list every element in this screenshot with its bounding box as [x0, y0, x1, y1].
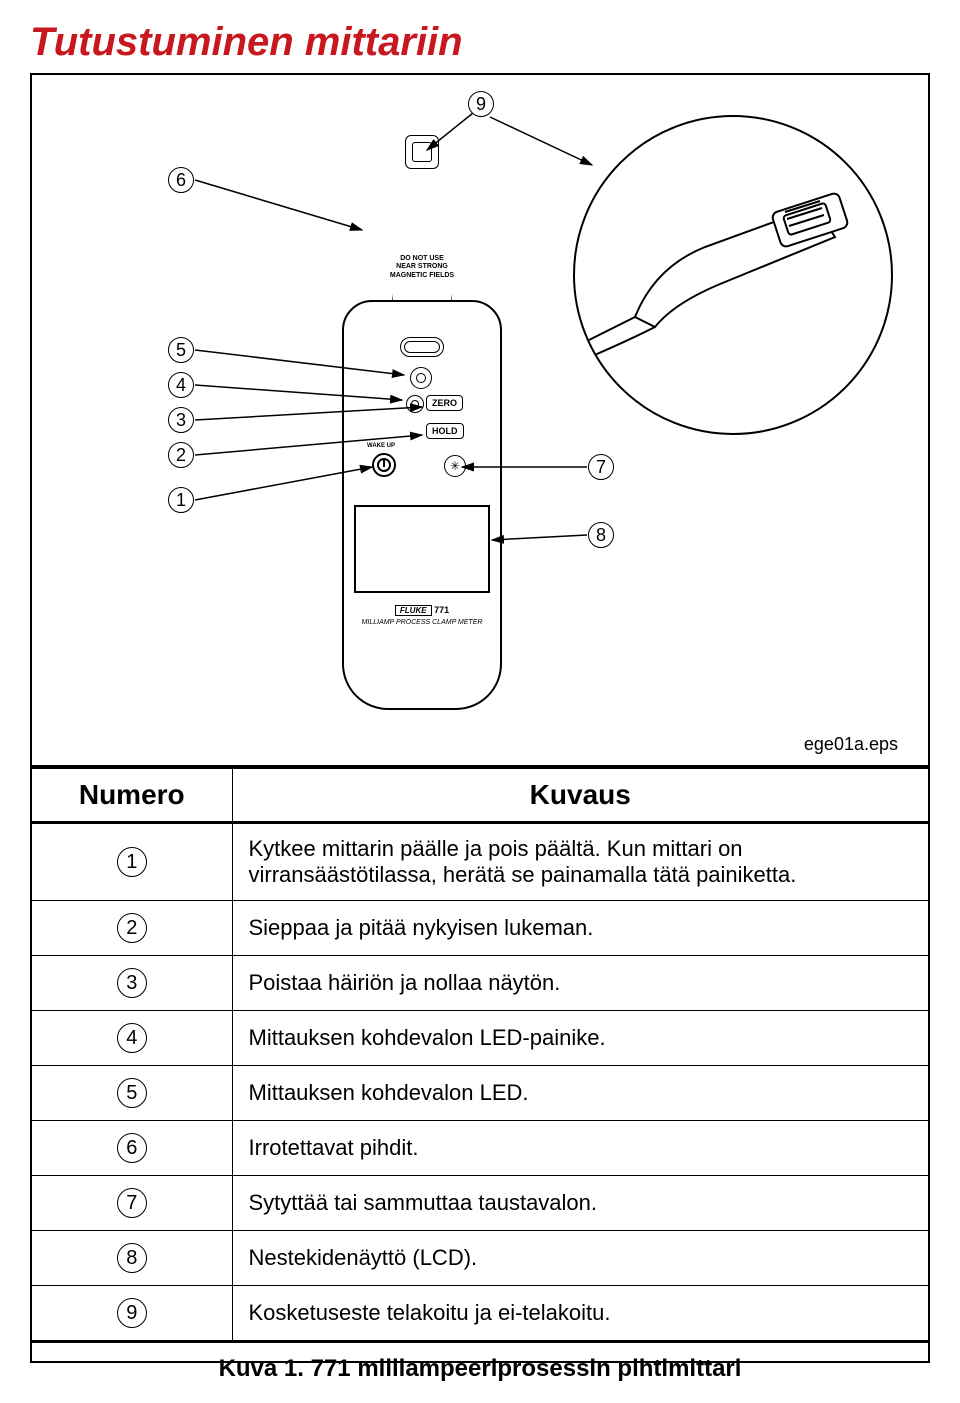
warning-text: DO NOT USE NEAR STRONG MAGNETIC FIELDS: [390, 255, 454, 280]
detail-inset: [573, 115, 893, 435]
row-number: 4: [117, 1023, 147, 1053]
wakeup-label: WAKE UP: [367, 443, 395, 449]
brand-name: FLUKE: [395, 605, 432, 616]
row-description: Poistaa häiriön ja nollaa näytön.: [232, 956, 928, 1011]
table-row: 7 Sytyttää tai sammuttaa taustavalon.: [32, 1176, 928, 1231]
row-number: 9: [117, 1298, 147, 1328]
row-description: Sytyttää tai sammuttaa taustavalon.: [232, 1176, 928, 1231]
led-indicator: [410, 367, 432, 389]
table-row: 1 Kytkee mittarin päälle ja pois päältä. …: [32, 823, 928, 901]
header-number: Numero: [32, 767, 232, 823]
diagram: DO NOT USE NEAR STRONG MAGNETIC FIELDS Z…: [32, 75, 928, 765]
table-row: 6 Irrotettavat pihdit.: [32, 1121, 928, 1176]
description-table: Numero Kuvaus 1 Kytkee mittarin päälle ja…: [32, 765, 928, 1343]
table-row: 5 Mittauksen kohdevalon LED.: [32, 1066, 928, 1121]
hold-button: HOLD: [426, 423, 464, 439]
row-number: 8: [117, 1243, 147, 1273]
content-frame: DO NOT USE NEAR STRONG MAGNETIC FIELDS Z…: [30, 73, 930, 1363]
row-number-cell: 4: [32, 1011, 232, 1066]
row-number: 2: [117, 913, 147, 943]
lcd-screen: [354, 505, 490, 593]
callout-9: 9: [468, 91, 494, 117]
row-number: 7: [117, 1188, 147, 1218]
zero-button: ZERO: [426, 395, 463, 411]
row-number-cell: 8: [32, 1231, 232, 1286]
callout-4: 4: [168, 372, 194, 398]
eps-filename: ege01a.eps: [804, 734, 898, 755]
callout-1: 1: [168, 487, 194, 513]
row-description: Sieppaa ja pitää nykyisen lukeman.: [232, 901, 928, 956]
clamp-neck: [391, 160, 453, 310]
table-row: 3 Poistaa häiriön ja nollaa näytön.: [32, 956, 928, 1011]
table-row: 9 Kosketuseste telakoitu ja ei-telakoitu.: [32, 1286, 928, 1342]
row-number: 3: [117, 968, 147, 998]
row-number-cell: 6: [32, 1121, 232, 1176]
row-number: 6: [117, 1133, 147, 1163]
row-number: 1: [117, 847, 147, 877]
row-description: Mittauksen kohdevalon LED-painike.: [232, 1011, 928, 1066]
led-button-circle: [406, 395, 424, 413]
page-title: Tutustuminen mittariin: [30, 20, 930, 65]
callout-7: 7: [588, 454, 614, 480]
row-description: Nestekidenäyttö (LCD).: [232, 1231, 928, 1286]
row-description: Kosketuseste telakoitu ja ei-telakoitu.: [232, 1286, 928, 1342]
backlight-button-circle: [444, 455, 466, 477]
clamp-tip: [405, 135, 439, 169]
row-number-cell: 5: [32, 1066, 232, 1121]
meter-illustration: DO NOT USE NEAR STRONG MAGNETIC FIELDS Z…: [322, 165, 522, 725]
row-number: 5: [117, 1078, 147, 1108]
table-row: 8 Nestekidenäyttö (LCD).: [32, 1231, 928, 1286]
model-description: MILLIAMP PROCESS CLAMP METER: [362, 619, 483, 626]
callout-8: 8: [588, 522, 614, 548]
row-number-cell: 7: [32, 1176, 232, 1231]
callout-5: 5: [168, 337, 194, 363]
row-description: Mittauksen kohdevalon LED.: [232, 1066, 928, 1121]
callout-3: 3: [168, 407, 194, 433]
brand-bar: FLUKE 771 MILLIAMP PROCESS CLAMP METER: [354, 605, 490, 626]
table-row: 2 Sieppaa ja pitää nykyisen lukeman.: [32, 901, 928, 956]
row-description: Irrotettavat pihdit.: [232, 1121, 928, 1176]
top-ring: [400, 337, 444, 357]
power-button-circle: [372, 453, 396, 477]
table-row: 4 Mittauksen kohdevalon LED-painike.: [32, 1011, 928, 1066]
callout-6: 6: [168, 167, 194, 193]
model-number: 771: [434, 605, 449, 615]
figure-caption: Kuva 1. 771 milliampeeriprosessin pihtim…: [32, 1355, 928, 1383]
row-description: Kytkee mittarin päälle ja pois päältä. K…: [232, 823, 928, 901]
row-number-cell: 2: [32, 901, 232, 956]
row-number-cell: 9: [32, 1286, 232, 1342]
row-number-cell: 3: [32, 956, 232, 1011]
header-description: Kuvaus: [232, 767, 928, 823]
row-number-cell: 1: [32, 823, 232, 901]
callout-2: 2: [168, 442, 194, 468]
